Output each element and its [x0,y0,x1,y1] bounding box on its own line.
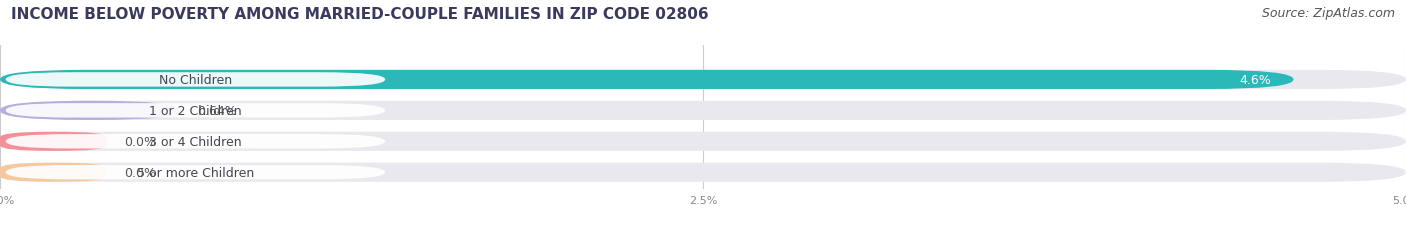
FancyBboxPatch shape [0,101,1406,120]
Text: 0.0%: 0.0% [124,166,156,179]
Text: Source: ZipAtlas.com: Source: ZipAtlas.com [1261,7,1395,20]
FancyBboxPatch shape [0,163,107,182]
Text: 0.64%: 0.64% [197,104,236,117]
FancyBboxPatch shape [0,132,1406,151]
FancyBboxPatch shape [6,104,385,118]
Text: No Children: No Children [159,74,232,87]
FancyBboxPatch shape [6,165,385,180]
FancyBboxPatch shape [0,163,1406,182]
Text: 4.6%: 4.6% [1239,74,1271,87]
FancyBboxPatch shape [0,70,1406,90]
Text: 3 or 4 Children: 3 or 4 Children [149,135,242,148]
Text: INCOME BELOW POVERTY AMONG MARRIED-COUPLE FAMILIES IN ZIP CODE 02806: INCOME BELOW POVERTY AMONG MARRIED-COUPL… [11,7,709,22]
FancyBboxPatch shape [0,101,180,120]
Text: 0.0%: 0.0% [124,135,156,148]
Text: 5 or more Children: 5 or more Children [136,166,254,179]
FancyBboxPatch shape [0,132,107,151]
Text: 1 or 2 Children: 1 or 2 Children [149,104,242,117]
FancyBboxPatch shape [6,73,385,87]
FancyBboxPatch shape [6,134,385,149]
FancyBboxPatch shape [0,70,1294,90]
